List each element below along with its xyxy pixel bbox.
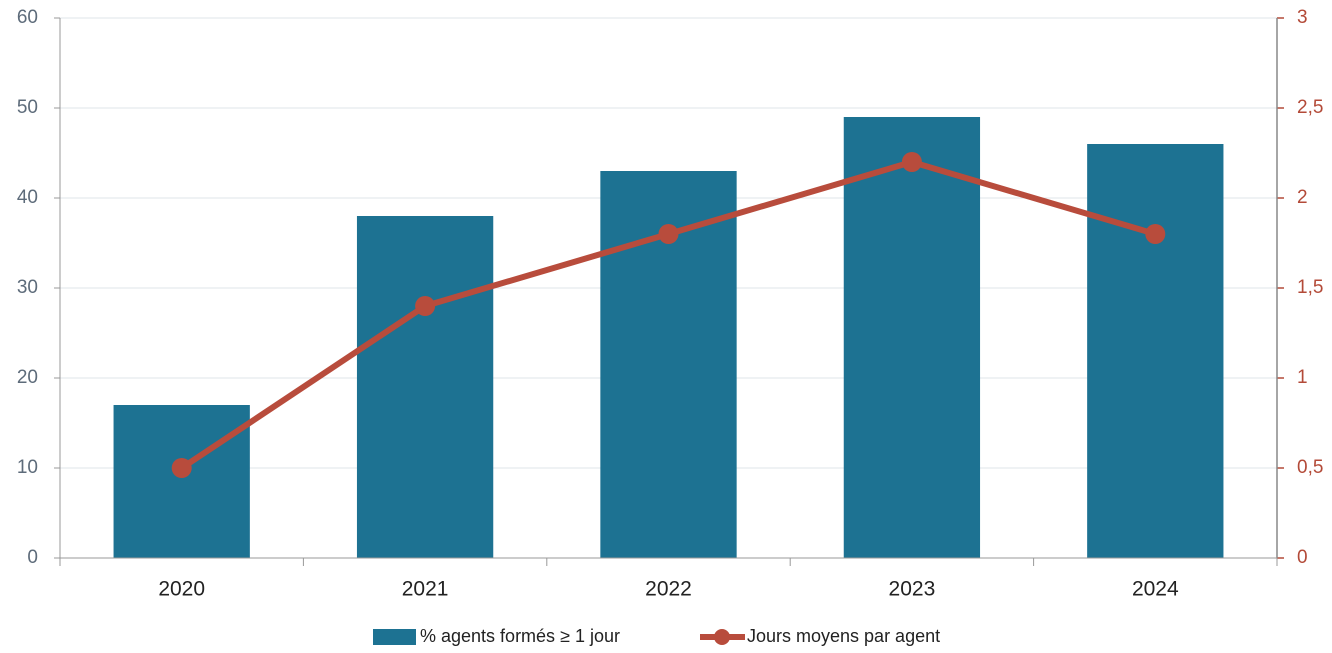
- x-tick-label: 2020: [158, 578, 205, 601]
- x-tick-label: 2022: [645, 578, 692, 601]
- line-point: [658, 224, 679, 244]
- bar: [356, 216, 494, 558]
- x-tick-label: 2021: [402, 578, 449, 601]
- y-tick-label: 40: [17, 187, 38, 208]
- line-point: [171, 458, 192, 478]
- y2-tick-label: 1: [1297, 367, 1308, 388]
- y2-tick-label: 2,5: [1297, 97, 1323, 118]
- y2-tick-label: 2: [1297, 187, 1308, 208]
- x-tick-label: 2024: [1132, 578, 1179, 601]
- y-tick-label: 50: [17, 97, 38, 118]
- y2-tick-label: 0: [1297, 547, 1308, 568]
- legend-swatch: [373, 629, 416, 645]
- y-tick-label: 30: [17, 277, 38, 298]
- y2-tick-label: 1,5: [1297, 277, 1323, 298]
- y-tick-label: 20: [17, 367, 38, 388]
- bar: [1087, 144, 1224, 558]
- line-point: [415, 296, 436, 316]
- legend-label: Jours moyens par agent: [747, 626, 940, 646]
- line-point: [1145, 224, 1166, 244]
- bar: [843, 117, 981, 558]
- line-point: [901, 152, 922, 172]
- x-tick-label: 2023: [889, 578, 936, 601]
- bar: [113, 405, 250, 558]
- y2-tick-label: 0,5: [1297, 457, 1323, 478]
- y-tick-label: 10: [17, 457, 38, 478]
- legend-swatch: [714, 629, 730, 645]
- y-tick-label: 60: [17, 7, 38, 28]
- y2-tick-label: 3: [1297, 7, 1308, 28]
- legend-label: % agents formés ≥ 1 jour: [420, 626, 620, 646]
- y-tick-label: 0: [27, 547, 38, 568]
